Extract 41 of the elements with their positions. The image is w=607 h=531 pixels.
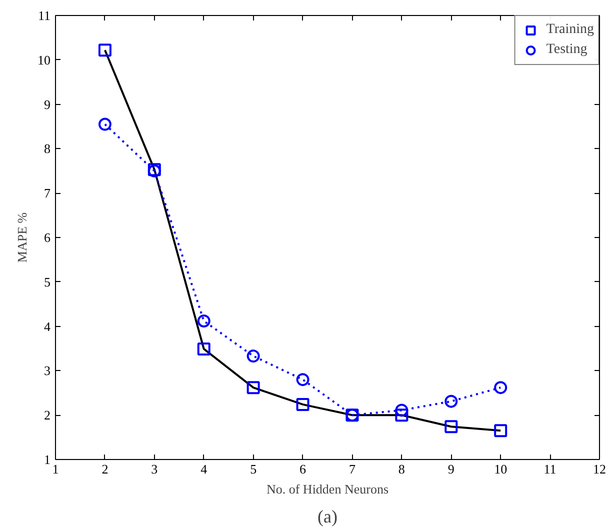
y-tick-label: 3 xyxy=(44,363,50,378)
point xyxy=(494,424,508,438)
point xyxy=(246,350,260,363)
y-axis-title: MAPE % xyxy=(14,212,30,263)
text: (a) xyxy=(318,506,338,526)
y-tick-label: 2 xyxy=(44,408,50,423)
point xyxy=(296,373,310,386)
x-tick-label: 6 xyxy=(300,462,307,476)
y-tick-label: 6 xyxy=(44,230,51,245)
point xyxy=(444,394,458,408)
point xyxy=(98,44,112,57)
x-tick-label: 7 xyxy=(348,462,356,476)
x-tick-label: 11 xyxy=(544,462,556,476)
x-tick-label: 4 xyxy=(200,462,208,476)
y-tick-label: 4 xyxy=(44,318,51,334)
point xyxy=(197,342,210,356)
x-tick-label: 8 xyxy=(398,462,405,476)
x-tick-label: 5 xyxy=(250,462,257,476)
point xyxy=(444,420,458,434)
point xyxy=(395,408,408,422)
y-tick-label: 8 xyxy=(44,141,50,156)
point xyxy=(197,314,210,328)
point xyxy=(246,381,260,394)
point xyxy=(494,381,508,394)
y-tick-label: 7 xyxy=(44,186,51,201)
y-tick-label: 9 xyxy=(44,96,50,112)
x-axis-title: No. of Hidden Neurons xyxy=(266,482,389,496)
point xyxy=(296,398,310,411)
y-tick-label: 5 xyxy=(44,274,50,290)
x-tick-label: 12 xyxy=(593,462,606,476)
x-tick-label: 10 xyxy=(494,462,508,476)
point xyxy=(395,404,408,417)
y-tick-label: 11 xyxy=(38,8,51,23)
x-tick-label: 3 xyxy=(151,462,158,476)
legend-label: Training xyxy=(546,22,594,38)
y-tick-label: 1 xyxy=(44,452,50,467)
legend-label: Testing xyxy=(546,42,588,58)
y-tick-label: 10 xyxy=(38,52,50,68)
x-tick-label: 2 xyxy=(102,462,108,476)
x-tick-label: 9 xyxy=(448,462,454,476)
point xyxy=(98,118,112,131)
